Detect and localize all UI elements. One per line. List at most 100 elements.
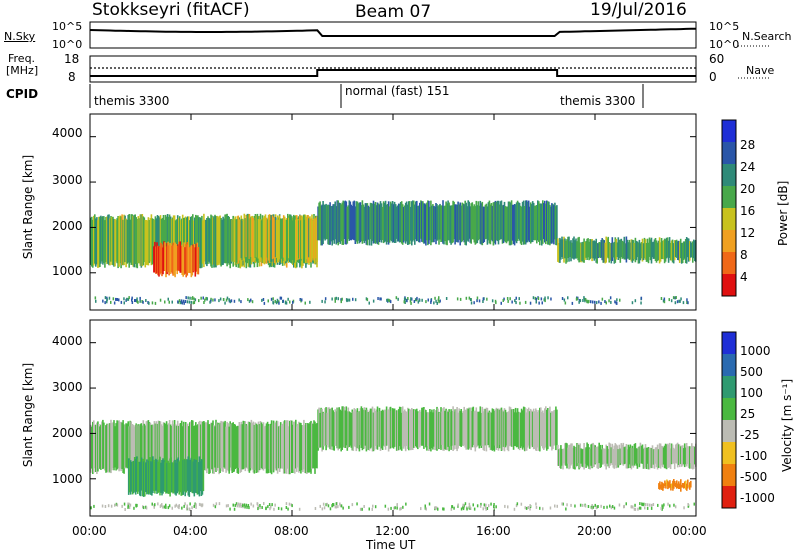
velocity-cell	[300, 422, 302, 474]
velocity-cell	[648, 448, 651, 470]
velocity-cell	[394, 410, 397, 447]
velocity-cell	[188, 426, 190, 470]
power-cell	[233, 218, 235, 263]
velocity-cell	[513, 412, 516, 446]
velocity-cell	[395, 410, 398, 451]
velocity-cell	[350, 413, 353, 448]
velocity-cell	[326, 502, 328, 506]
power-band-1	[153, 241, 200, 278]
power-cell	[230, 219, 232, 264]
velocity-cell	[589, 448, 591, 470]
power-cell	[278, 215, 281, 260]
velocity-cell	[587, 443, 589, 467]
power-cell	[323, 204, 325, 239]
power-cell	[678, 299, 680, 303]
power-cell	[118, 298, 120, 302]
power-cell	[200, 296, 202, 300]
velocity-cell	[193, 459, 196, 497]
velocity-cell	[199, 461, 202, 492]
velocity-cell	[376, 406, 379, 450]
power-cell	[283, 216, 286, 259]
power-cell	[165, 246, 167, 278]
power-cell	[200, 218, 202, 269]
velocity-cell	[672, 480, 674, 491]
velocity-cell	[378, 407, 381, 447]
velocity-cell	[387, 409, 390, 452]
power-cell	[185, 243, 187, 278]
power-cell	[681, 242, 684, 263]
velocity-cell	[496, 408, 499, 448]
velocity-cell	[91, 426, 93, 469]
power-cell	[553, 205, 555, 245]
power-cell	[266, 219, 269, 258]
velocity-cell	[565, 442, 567, 466]
velocity-cell	[555, 406, 557, 451]
velocity-cell	[457, 412, 459, 449]
power-cell	[379, 297, 381, 301]
velocity-cell	[393, 506, 395, 510]
velocity-cell	[211, 422, 213, 469]
velocity-cell	[399, 507, 401, 511]
velocity-cell	[282, 421, 285, 474]
power-cell	[115, 297, 117, 301]
power-cell	[326, 205, 328, 240]
power-cell	[466, 206, 468, 241]
velocity-cell	[473, 411, 476, 448]
velocity-cell	[573, 445, 575, 470]
velocity-cell	[189, 507, 191, 511]
power-cell	[293, 214, 295, 263]
velocity-cell	[334, 505, 337, 509]
velocity-cell	[647, 447, 650, 470]
velocity-cell	[194, 502, 196, 506]
velocity-cell	[686, 446, 689, 465]
power-cell	[564, 301, 567, 305]
power-cell	[432, 204, 434, 243]
velocity-cell	[470, 411, 472, 451]
velocity-cell	[666, 479, 668, 486]
velocity-cell	[219, 422, 221, 473]
velocity-cell	[370, 408, 373, 448]
velocity-cell	[525, 506, 528, 510]
power-cell	[690, 241, 692, 258]
velocity-cell	[495, 505, 497, 509]
power-cell	[677, 240, 680, 261]
velocity-cell	[414, 410, 416, 448]
power-cell	[350, 204, 353, 241]
power-cell	[502, 204, 505, 243]
velocity-cell	[230, 423, 232, 471]
velocity-cell	[373, 408, 376, 451]
cpid-segment-2: normal (fast) 151	[345, 84, 450, 98]
velocity-cell	[140, 423, 143, 474]
power-cell	[184, 216, 187, 268]
velocity-cell	[655, 447, 658, 468]
velocity-cell	[209, 424, 211, 474]
power-cell	[388, 298, 390, 302]
power-cell	[233, 299, 236, 303]
power-cell	[492, 202, 495, 246]
power-cell	[608, 242, 610, 263]
power-cell	[672, 243, 675, 264]
power-cell	[623, 236, 626, 260]
power-cell	[149, 218, 152, 262]
velocity-cell	[189, 459, 192, 492]
power-cell	[515, 296, 517, 300]
power-cell	[340, 204, 342, 242]
velocity-cell	[451, 411, 453, 446]
velocity-cell	[479, 406, 482, 446]
velocity-cell	[147, 420, 150, 475]
velocity-cell	[400, 412, 403, 451]
velocity-cell	[549, 406, 551, 447]
velocity-cell	[201, 504, 203, 508]
power-cell	[377, 203, 380, 245]
velocity-cell	[591, 506, 593, 510]
velocity-cell	[687, 479, 689, 489]
velocity-cell	[559, 448, 561, 468]
velocity-cell	[474, 410, 477, 452]
power-cell	[415, 201, 417, 240]
power-cell	[439, 203, 441, 240]
power-cell	[337, 297, 339, 301]
velocity-cell	[292, 424, 294, 473]
power-cell	[277, 219, 280, 262]
power-cell	[579, 299, 582, 303]
velocity-cell	[680, 479, 682, 492]
